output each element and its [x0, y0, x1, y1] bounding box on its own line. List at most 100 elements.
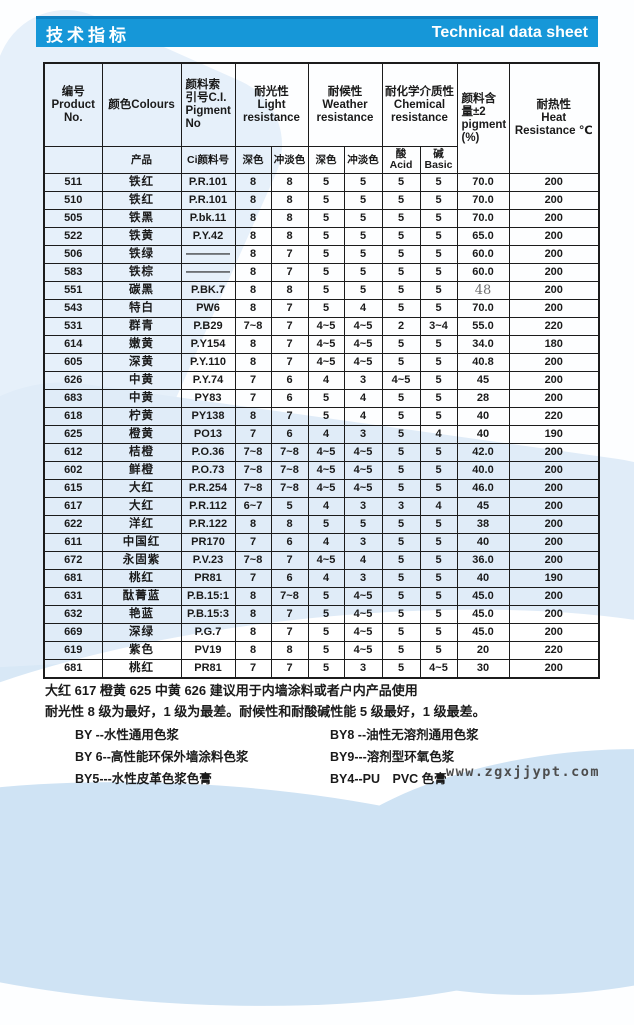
legend-item-by8: BY8 --油性无溶剂通用色浆: [330, 728, 479, 742]
cell: 铁绿: [101, 245, 182, 264]
table-row: 511 铁红 P.R.101 8 8 5 5 5 5 70.0 200: [43, 173, 600, 192]
cell: 3: [343, 533, 383, 552]
cell: 5: [419, 245, 458, 264]
cell: 4~5: [343, 623, 383, 642]
cell: 510: [43, 191, 103, 210]
cell: 200: [508, 533, 600, 552]
cell: 5: [381, 245, 421, 264]
cell: 3: [381, 497, 421, 516]
cell: 7: [270, 263, 309, 282]
cell: 200: [508, 443, 600, 462]
cell: 8: [234, 335, 272, 354]
cell: 6: [270, 533, 309, 552]
cell: 5: [307, 407, 345, 426]
table-row: 626 中黄 P.Y.74 7 6 4 3 4~5 5 45 200: [43, 371, 600, 390]
cell: 5: [381, 587, 421, 606]
cell: 8: [234, 227, 272, 246]
subheader-tint-2: 冲淡色: [343, 146, 383, 174]
subheader-basic: 碱 Basic: [419, 146, 458, 174]
cell: 5: [381, 353, 421, 372]
cell: 5: [419, 173, 458, 192]
cell: 40: [456, 569, 510, 588]
cell: 桔橙: [101, 443, 182, 462]
legend-item-by9: BY9---溶剂型环氧色浆: [330, 750, 455, 764]
cell: 55.0: [456, 317, 510, 336]
cell: 8: [270, 281, 309, 300]
cell: 中黄: [101, 371, 182, 390]
cell: 橙黄: [101, 425, 182, 444]
cell: 7~8: [234, 443, 272, 462]
page: 技术指标 Technical data sheet 编号 Product No.…: [36, 16, 600, 786]
cell: 200: [508, 263, 600, 282]
cell: 200: [508, 551, 600, 570]
cell: P.R.112: [180, 497, 236, 516]
cell: 20: [456, 641, 510, 660]
cell: 4~5: [343, 605, 383, 624]
cell: 5: [307, 209, 345, 228]
cell: 7: [270, 245, 309, 264]
cell: PR170: [180, 533, 236, 552]
cell: 5: [381, 335, 421, 354]
subheader-dark-1: 深色: [234, 146, 272, 174]
cell: 桃红: [101, 659, 182, 679]
cell: 7~8: [234, 461, 272, 480]
cell: 614: [43, 335, 103, 354]
cell: 7: [270, 317, 309, 336]
cell: 200: [508, 605, 600, 624]
cell: 200: [508, 371, 600, 390]
cell: 48: [456, 281, 510, 300]
cell: 70.0: [456, 191, 510, 210]
cell: 5: [381, 551, 421, 570]
cell: 5: [307, 641, 345, 660]
cell: 3: [343, 497, 383, 516]
cell: 8: [270, 227, 309, 246]
col-header-ci-pigment: 颜料索 引号C.I. Pigment No: [180, 62, 236, 147]
cell: 631: [43, 587, 103, 606]
table-row: 506 铁绿 ———— 8 7 5 5 5 5 60.0 200: [43, 245, 600, 264]
cell: 190: [508, 569, 600, 588]
cell: 200: [508, 479, 600, 498]
cell: 5: [307, 173, 345, 192]
cell: 669: [43, 623, 103, 642]
cell: 5: [343, 245, 383, 264]
cell: 8: [234, 605, 272, 624]
cell: 5: [419, 623, 458, 642]
cell: 4~5: [307, 443, 345, 462]
cell: P.V.23: [180, 551, 236, 570]
cell: 7: [234, 425, 272, 444]
cell: PW6: [180, 299, 236, 318]
table-row: 619 紫色 PV19 8 8 5 4~5 5 5 20 220: [43, 641, 600, 660]
cell: PV19: [180, 641, 236, 660]
cell: 5: [307, 623, 345, 642]
cell: 5: [419, 551, 458, 570]
table-row: 672 永固紫 P.V.23 7~8 7 4~5 4 5 5 36.0 200: [43, 551, 600, 570]
cell: 深黄: [101, 353, 182, 372]
cell: 5: [381, 641, 421, 660]
cell: 36.0: [456, 551, 510, 570]
table-row: 505 铁黑 P.bk.11 8 8 5 5 5 5 70.0 200: [43, 209, 600, 228]
cell: 5: [419, 389, 458, 408]
cell: 3: [343, 569, 383, 588]
cell: 7: [270, 407, 309, 426]
cell: 5: [381, 407, 421, 426]
cell: 30: [456, 659, 510, 679]
cell: 深绿: [101, 623, 182, 642]
table-row: 631 酞菁蓝 P.B.15:1 8 7~8 5 4~5 5 5 45.0 200: [43, 587, 600, 606]
cell: 220: [508, 317, 600, 336]
cell: 7: [270, 551, 309, 570]
cell: 4~5: [343, 443, 383, 462]
cell: 70.0: [456, 299, 510, 318]
cell: 200: [508, 227, 600, 246]
cell: 5: [307, 587, 345, 606]
cell: 7~8: [234, 317, 272, 336]
subheader-blank: [43, 146, 103, 174]
cell: 45.0: [456, 587, 510, 606]
cell: 5: [307, 245, 345, 264]
cell: 605: [43, 353, 103, 372]
cell: 4~5: [343, 461, 383, 480]
cell: 5: [381, 299, 421, 318]
col-header-heat-resistance: 耐热性 Heat Resistance ℃: [508, 62, 600, 174]
cell: 6: [270, 371, 309, 390]
cell: 艳蓝: [101, 605, 182, 624]
cell: 180: [508, 335, 600, 354]
